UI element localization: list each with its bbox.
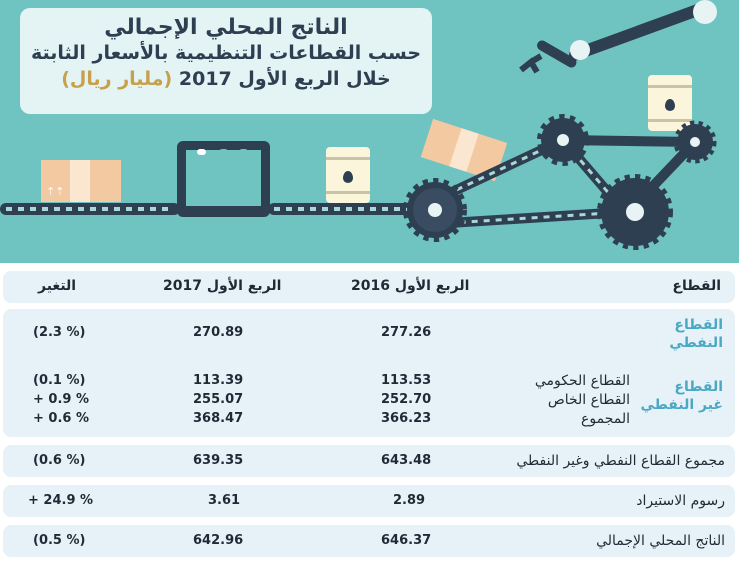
import-duties-row: رسوم الاستيراد 2.89 3.61 + 24.9 % <box>3 485 735 517</box>
gdp-q1-2016: 646.37 <box>381 533 432 548</box>
total-label: مجموع القطاع النفطي وغير النفطي <box>516 453 725 469</box>
total-change: (0.6 %) <box>33 453 86 468</box>
oil-change: (2.3 %) <box>33 325 86 340</box>
table-row: المجموع 366.23 368.47 + 0.6 % <box>3 411 735 431</box>
row-q1-2016: 252.70 <box>381 392 432 407</box>
total-q1-2016: 643.48 <box>381 453 432 468</box>
sector-breakdown-panel: القطاع النفطي 277.26 270.89 (2.3 %) القط… <box>3 309 735 437</box>
illustration-banner: الناتج المحلي الإجمالي حسب القطاعات التن… <box>0 0 739 263</box>
gear-icon <box>403 178 467 242</box>
title-box: الناتج المحلي الإجمالي حسب القطاعات التن… <box>20 8 432 114</box>
nonoil-sector-label-line2: غير النفطي <box>640 397 723 413</box>
row-q1-2016: 113.53 <box>381 373 432 388</box>
gdp-q1-2017: 642.96 <box>193 533 244 548</box>
import-duties-label: رسوم الاستيراد <box>636 493 725 509</box>
gear-assembly <box>403 0 717 250</box>
row-change: + 0.6 % <box>33 411 89 426</box>
row-name: القطاع الحكومي <box>534 373 630 389</box>
gdp-row: الناتج المحلي الإجمالي 646.37 642.96 (0.… <box>3 525 735 557</box>
header-sector: القطاع <box>672 278 721 294</box>
row-name: القطاع الخاص <box>547 392 630 408</box>
gear-icon <box>597 174 673 250</box>
row-change: (0.1 %) <box>33 373 86 388</box>
import-duties-change: + 24.9 % <box>28 493 94 508</box>
import-duties-q1-2017: 3.61 <box>208 493 241 508</box>
title-line-3: خلال الربع الأول 2017 (مليار ريال) <box>20 68 432 91</box>
machine-icon <box>177 141 270 217</box>
oil-barrel-icon <box>648 75 692 131</box>
table-row: القطاع الحكومي 113.53 113.39 (0.1 %) <box>3 373 735 393</box>
title-unit: (مليار ريال) <box>61 68 173 91</box>
conveyor-belt-left <box>0 203 180 215</box>
header-q1-2016: الربع الأول 2016 <box>351 278 470 294</box>
nonoil-sector-label-line1: القطاع <box>674 379 723 395</box>
total-oil-nonoil-row: مجموع القطاع النفطي وغير النفطي 643.48 6… <box>3 445 735 477</box>
gear-icon <box>673 120 717 164</box>
row-q1-2016: 366.23 <box>381 411 432 426</box>
oil-sector-label-line2: النفطي <box>669 335 723 351</box>
row-q1-2017: 368.47 <box>193 411 244 426</box>
header-q1-2017: الربع الأول 2017 <box>163 278 282 294</box>
row-q1-2017: 113.39 <box>193 373 244 388</box>
title-period: خلال الربع الأول 2017 <box>178 68 391 91</box>
header-change: التغير <box>38 278 77 294</box>
total-q1-2017: 639.35 <box>193 453 244 468</box>
oil-q1-2017: 270.89 <box>193 325 244 340</box>
row-change: + 0.9 % <box>33 392 89 407</box>
gdp-change: (0.5 %) <box>33 533 86 548</box>
row-name: المجموع <box>581 411 630 427</box>
conveyor-belt-middle <box>268 203 428 215</box>
table-row: القطاع الخاص 252.70 255.07 + 0.9 % <box>3 392 735 412</box>
gdp-label: الناتج المحلي الإجمالي <box>596 533 725 549</box>
oil-sector-label-line1: القطاع <box>674 317 723 333</box>
oil-barrel-icon <box>326 147 370 203</box>
row-q1-2017: 255.07 <box>193 392 244 407</box>
gear-icon <box>537 114 589 166</box>
robotic-arm-icon <box>519 0 717 74</box>
import-duties-q1-2016: 2.89 <box>393 493 426 508</box>
oil-q1-2016: 277.26 <box>381 325 432 340</box>
table-header-row: القطاع الربع الأول 2016 الربع الأول 2017… <box>3 271 735 303</box>
data-table: القطاع الربع الأول 2016 الربع الأول 2017… <box>0 263 739 570</box>
title-line-2: حسب القطاعات التنظيمية بالأسعار الثابتة <box>30 42 422 65</box>
title-line-1: الناتج المحلي الإجمالي <box>104 15 348 40</box>
